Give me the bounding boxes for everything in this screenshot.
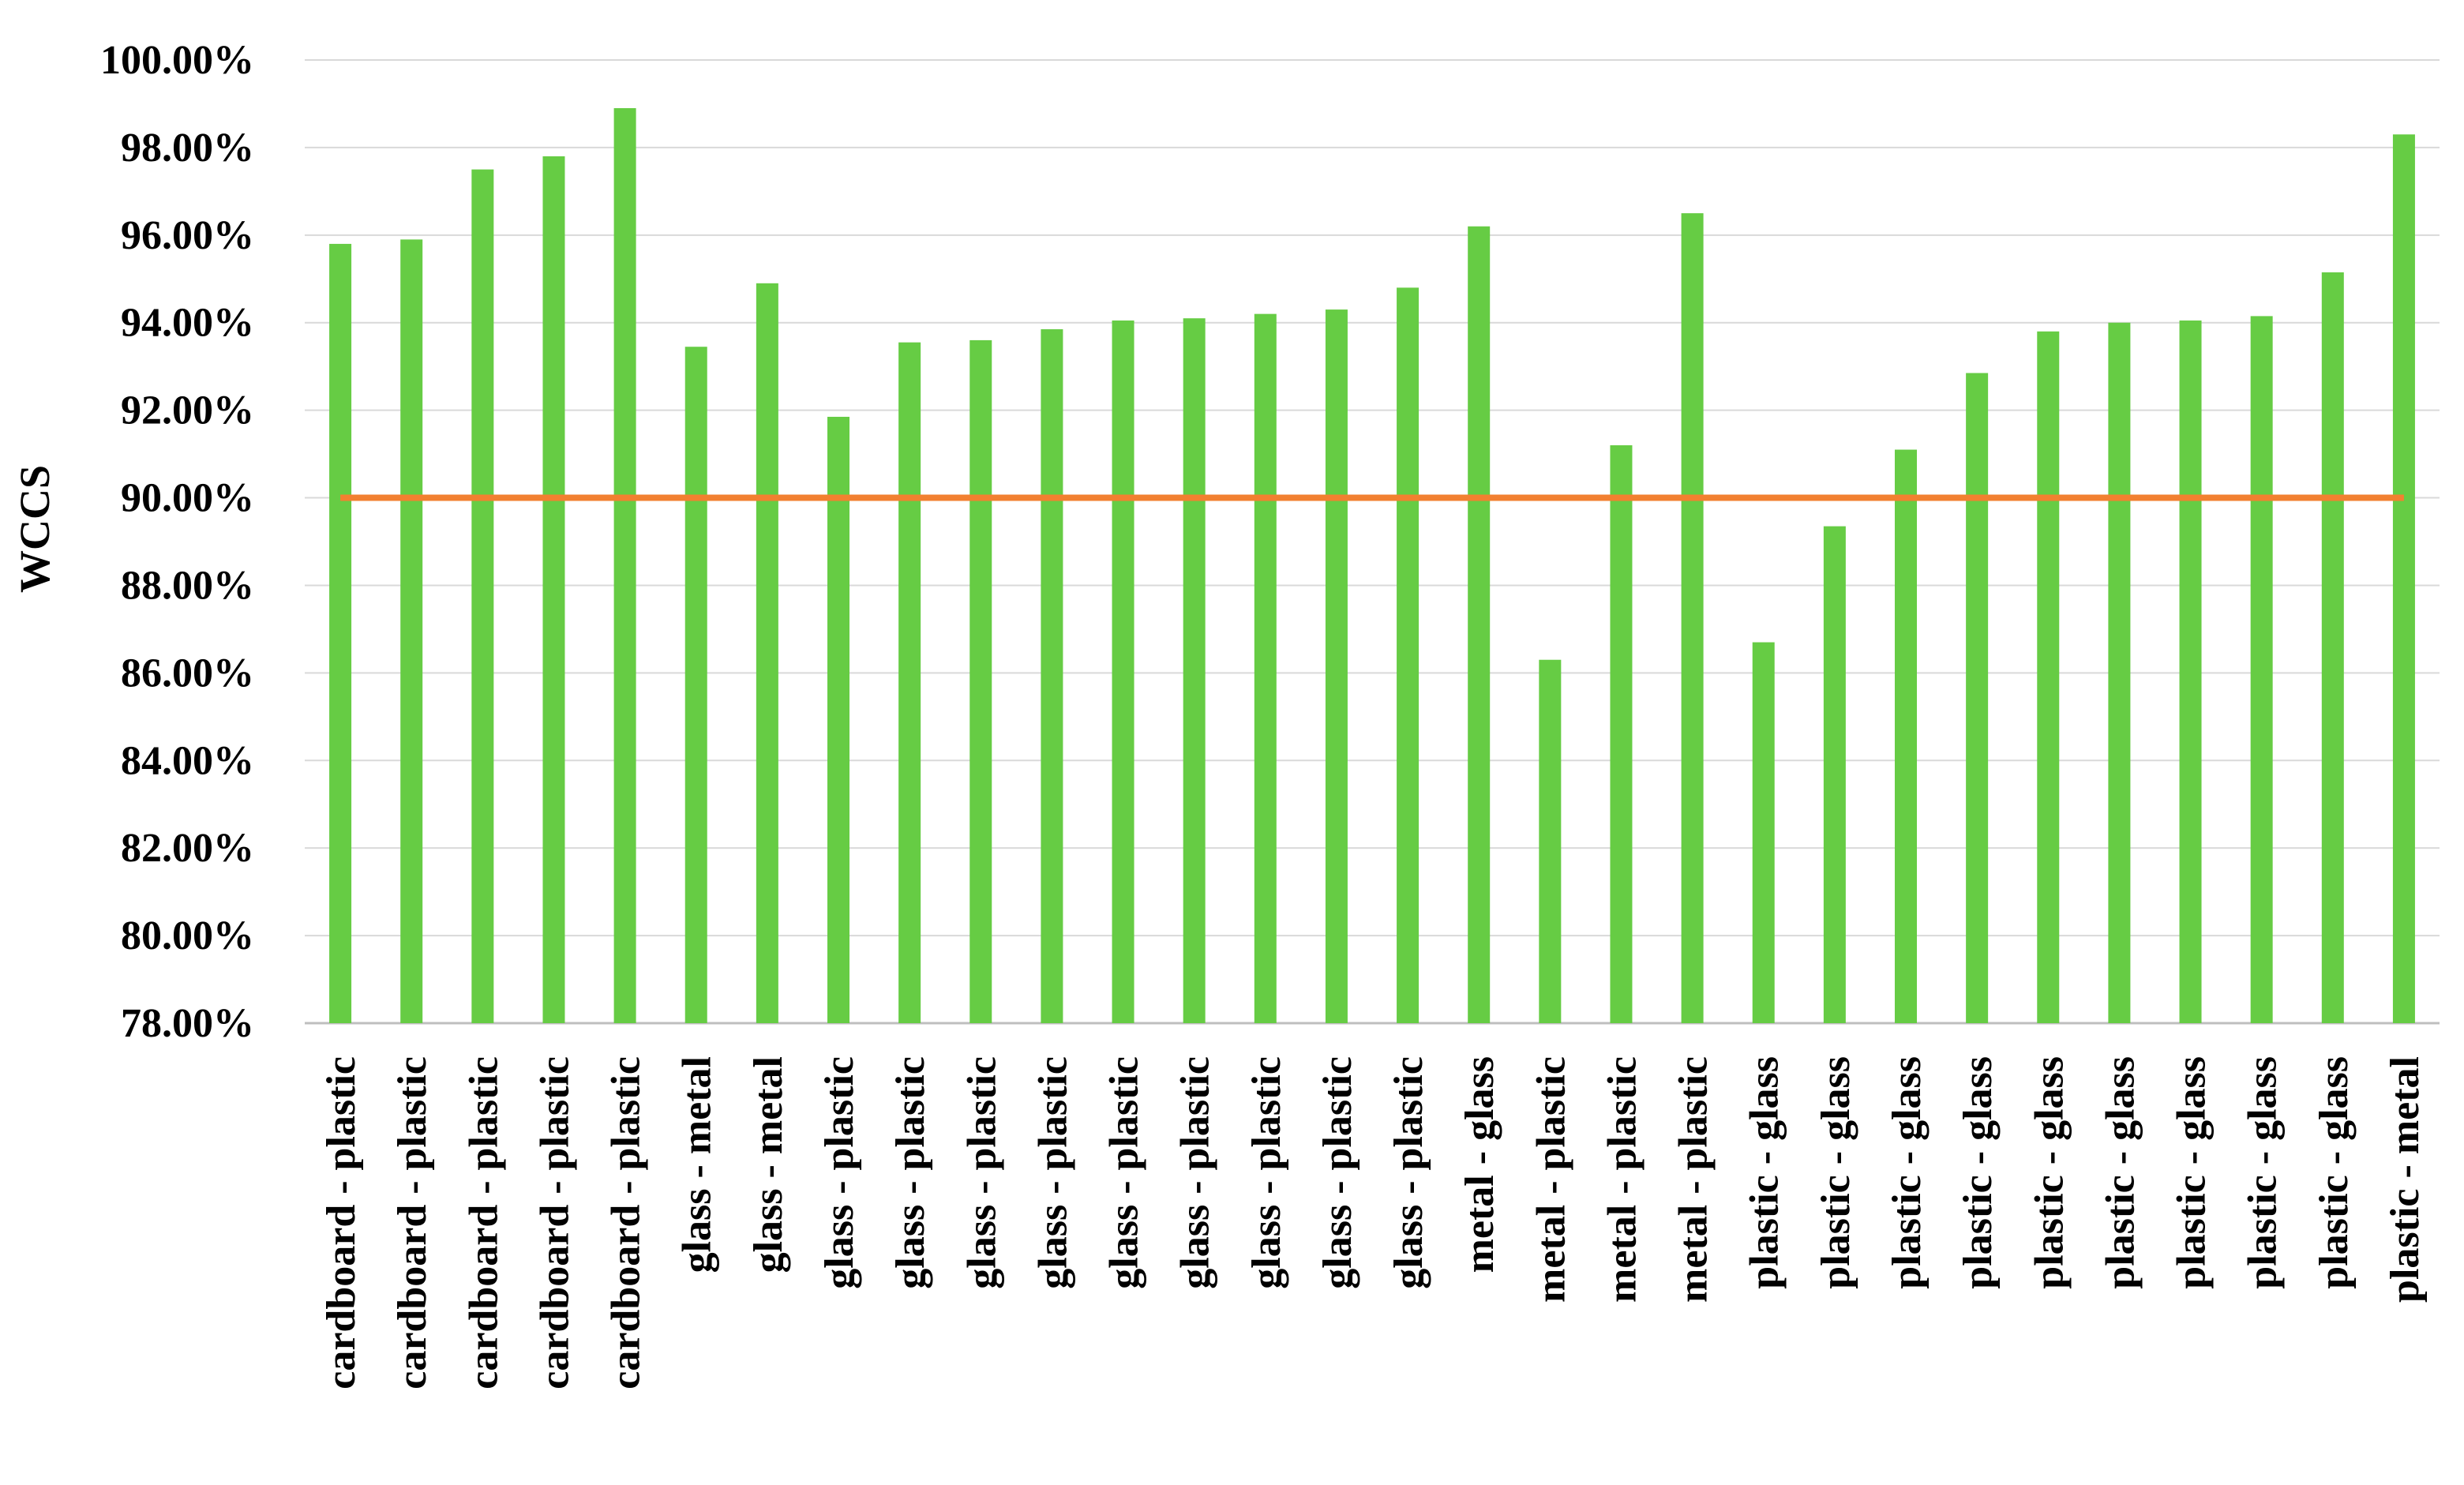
x-tick-label: glass - plastic bbox=[959, 1056, 1004, 1289]
bar bbox=[1397, 287, 1420, 1023]
x-tick-label: plastic - metal bbox=[2383, 1056, 2428, 1303]
x-tick-label: plastic - glass bbox=[2312, 1056, 2357, 1289]
bar bbox=[471, 169, 494, 1024]
y-tick-label: 100.00% bbox=[100, 38, 254, 83]
bar bbox=[898, 342, 921, 1023]
y-tick-label: 96.00% bbox=[121, 213, 254, 258]
x-tick-label: plastic - glass bbox=[2098, 1056, 2143, 1289]
x-tick-label: cardboard - plastic bbox=[604, 1056, 649, 1389]
x-tick-label: plastic - glass bbox=[1813, 1056, 1858, 1289]
bar bbox=[1539, 659, 1562, 1023]
x-tick-label: cardboard - plastic bbox=[319, 1056, 364, 1389]
bar bbox=[827, 416, 849, 1023]
y-tick-label: 92.00% bbox=[121, 388, 254, 433]
bar bbox=[1041, 329, 1063, 1024]
bar bbox=[2250, 316, 2273, 1024]
gridlines bbox=[305, 59, 2440, 1025]
x-tick-label: metal - glass bbox=[1457, 1056, 1502, 1273]
x-tick-label: plastic - glass bbox=[1885, 1056, 1930, 1289]
x-tick-label: cardboard - plastic bbox=[390, 1056, 435, 1389]
bar bbox=[1895, 449, 1917, 1023]
y-tick-label: 88.00% bbox=[121, 563, 254, 608]
y-tick-label: 90.00% bbox=[121, 476, 254, 521]
bar bbox=[1823, 526, 1846, 1023]
bar bbox=[1610, 445, 1633, 1023]
y-tick-label: 78.00% bbox=[121, 1001, 254, 1046]
bar bbox=[2108, 322, 2131, 1023]
y-axis-tick-labels: 78.00% 80.00% 82.00% 84.00% 86.00% 88.00% 90.0… bbox=[100, 38, 254, 1046]
bar bbox=[2392, 134, 2415, 1024]
bar bbox=[1112, 320, 1134, 1023]
bar bbox=[1752, 642, 1775, 1023]
bar bbox=[1183, 318, 1206, 1023]
x-tick-label: metal - plastic bbox=[1671, 1056, 1716, 1303]
x-tick-label: cardboard - plastic bbox=[461, 1056, 506, 1389]
x-tick-label: glass - plastic bbox=[817, 1056, 862, 1289]
x-tick-label: cardboard - plastic bbox=[532, 1056, 577, 1389]
bar bbox=[1966, 373, 1989, 1023]
x-tick-label: glass - metal bbox=[675, 1056, 720, 1273]
bar bbox=[542, 156, 565, 1023]
bar bbox=[756, 283, 778, 1023]
x-tick-label: glass - plastic bbox=[1386, 1056, 1431, 1289]
y-tick-label: 84.00% bbox=[121, 738, 254, 783]
bar bbox=[400, 239, 423, 1023]
x-axis-tick-labels: cardboard - plastic cardboard - plastic ca… bbox=[319, 1056, 2428, 1389]
x-tick-label: plastic - glass bbox=[2027, 1056, 2072, 1289]
x-tick-label: plastic - glass bbox=[2241, 1056, 2286, 1289]
y-tick-label: 98.00% bbox=[121, 126, 254, 171]
x-tick-label: glass - metal bbox=[746, 1056, 791, 1273]
x-tick-label: plastic - glass bbox=[1956, 1056, 2001, 1289]
x-tick-label: glass - plastic bbox=[1315, 1056, 1360, 1289]
x-tick-label: metal - plastic bbox=[1528, 1056, 1573, 1303]
bar bbox=[1325, 309, 1348, 1023]
y-axis-label: WCCS bbox=[11, 465, 58, 593]
bar bbox=[613, 108, 636, 1023]
bar bbox=[2037, 331, 2060, 1023]
bar bbox=[1468, 226, 1491, 1023]
bar bbox=[684, 347, 707, 1023]
y-tick-label: 86.00% bbox=[121, 651, 254, 696]
bar bbox=[969, 339, 992, 1024]
bar bbox=[2179, 320, 2202, 1023]
bars bbox=[329, 108, 2415, 1024]
x-tick-label: plastic - glass bbox=[1742, 1056, 1787, 1289]
x-tick-label: plastic - glass bbox=[2170, 1056, 2215, 1289]
x-tick-label: glass - plastic bbox=[1173, 1056, 1218, 1289]
x-tick-label: glass - plastic bbox=[1030, 1056, 1075, 1289]
x-tick-label: glass - plastic bbox=[1102, 1056, 1147, 1289]
y-tick-label: 82.00% bbox=[121, 826, 254, 871]
bar bbox=[1681, 213, 1704, 1023]
x-tick-label: glass - plastic bbox=[1244, 1056, 1289, 1289]
bar bbox=[2321, 272, 2344, 1023]
bar bbox=[1254, 313, 1277, 1023]
x-tick-label: metal - plastic bbox=[1600, 1056, 1645, 1303]
y-tick-label: 80.00% bbox=[121, 913, 254, 958]
bar bbox=[329, 243, 352, 1024]
x-tick-label: glass - plastic bbox=[888, 1056, 933, 1289]
y-tick-label: 94.00% bbox=[121, 301, 254, 346]
